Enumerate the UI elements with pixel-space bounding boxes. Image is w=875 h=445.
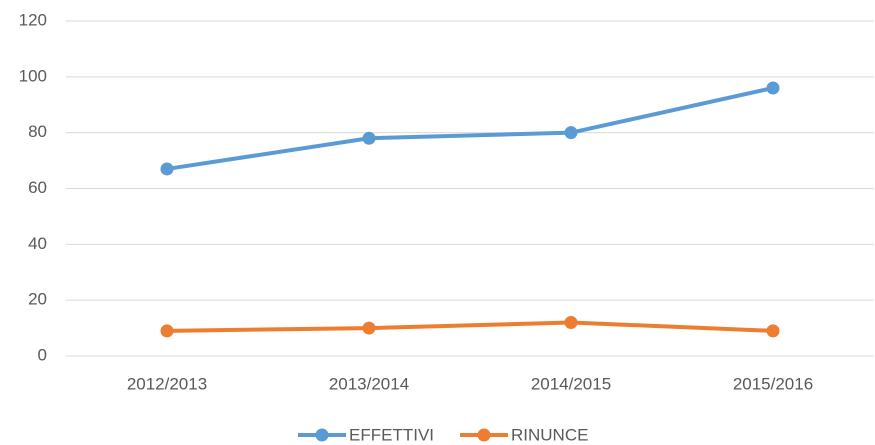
data-point (564, 316, 578, 329)
legend-label: RINUNCE (511, 425, 588, 444)
data-point (766, 324, 780, 338)
data-point (564, 126, 578, 140)
data-point (362, 131, 376, 145)
series-line (166, 320, 774, 333)
y-tick-label: 40 (28, 234, 47, 253)
y-tick-label: 60 (28, 178, 47, 197)
data-point (160, 162, 174, 176)
y-tick-label: 80 (28, 122, 47, 141)
y-tick-label: 20 (28, 290, 47, 309)
x-tick-label: 2012/2013 (127, 374, 207, 393)
x-tick-label: 2015/2016 (733, 374, 813, 393)
series-line (166, 86, 774, 171)
data-point (362, 321, 376, 335)
legend-label: EFFETTIVI (349, 425, 434, 444)
x-tick-label: 2014/2015 (531, 374, 611, 393)
data-point (766, 81, 780, 95)
legend-marker (477, 428, 491, 442)
y-tick-label: 0 (38, 345, 47, 364)
y-tick-label: 100 (19, 66, 47, 85)
legend-marker (315, 428, 329, 442)
y-tick-label: 120 (19, 10, 47, 29)
x-tick-label: 2013/2014 (329, 374, 409, 393)
data-point (160, 324, 174, 338)
